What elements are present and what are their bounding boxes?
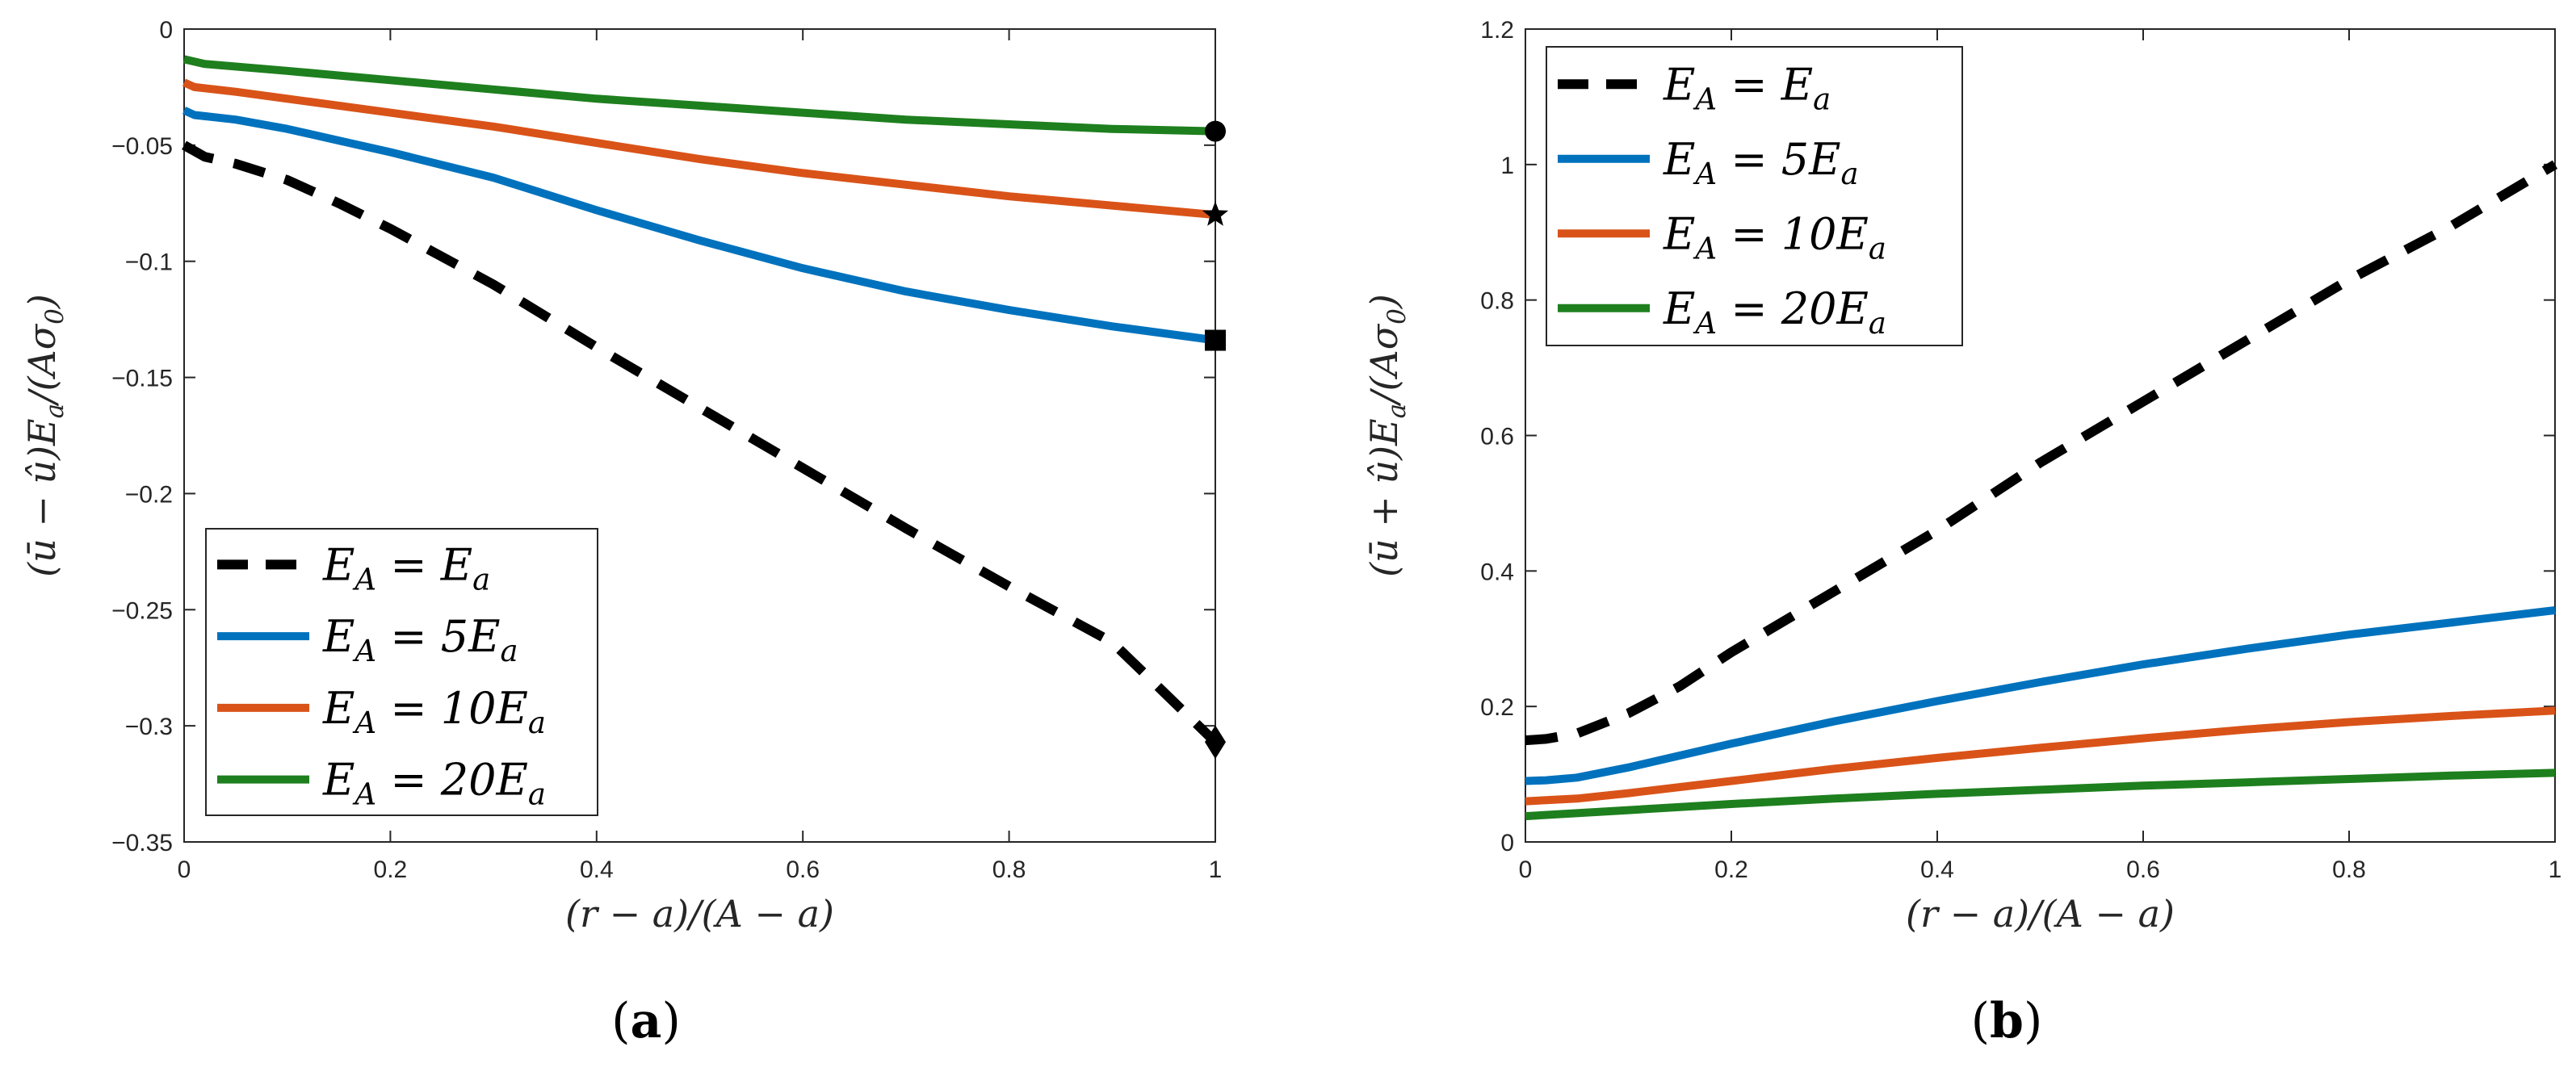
end-marker-square [1205, 329, 1226, 351]
x-tick-label: 1 [2549, 856, 2562, 883]
x-tick-label: 1 [1209, 856, 1223, 883]
legend-label-0: EA​ = Ea​ [322, 539, 490, 597]
x-axis-label: (r − a)/(A − a) [565, 892, 834, 936]
y-tick-label: 0 [159, 17, 173, 44]
series-line-1 [1525, 606, 2556, 785]
legend-box [1546, 46, 1963, 346]
chart-b: 0 0.2 0.4 0.6 0.8 1 0 0.2 0.4 0.6 0.8 1 1.2 (r − a)/(… [1362, 17, 2561, 1049]
series-line-2 [1525, 706, 2556, 806]
y-tick-label: 1 [1500, 153, 1514, 179]
series-line-0 [182, 140, 1219, 746]
x-tick-label: 0.2 [374, 856, 408, 883]
series-line-2 [182, 78, 1216, 220]
y-tick-label: −0.05 [111, 133, 173, 160]
legend-box [205, 528, 598, 816]
x-axis-label: (r − a)/(A − a) [1906, 892, 2175, 936]
y-tick-label: 1.2 [1480, 17, 1514, 44]
series-line-3 [183, 55, 1216, 136]
y-tick-label: 0.6 [1480, 424, 1514, 450]
x-tick-label: 0.4 [580, 856, 614, 883]
x-tick-label: 0 [1519, 856, 1533, 883]
y-tick-label: 0 [1500, 830, 1514, 856]
end-marker-star [1202, 201, 1229, 226]
x-tick-label: 0.4 [1920, 856, 1954, 883]
legend-label-1: EA​ = 5Ea​ [1663, 134, 1859, 191]
series-line-1 [182, 107, 1216, 345]
panel-label: (b) [1971, 993, 2043, 1049]
legend-label-0: EA​ = Ea​ [1663, 59, 1831, 116]
y-tick-label: −0.1 [125, 249, 173, 276]
legend-label-3: EA​ = 20Ea​ [1663, 283, 1886, 341]
y-axis-label: (ū − û)Ea​/(Aσ0​) [20, 294, 69, 577]
panel-label: (a) [611, 993, 681, 1049]
x-tick-label: 0.8 [992, 856, 1026, 883]
series-line-0 [1525, 160, 2558, 746]
y-tick-label: 0.8 [1480, 288, 1514, 315]
y-tick-label: −0.25 [111, 597, 173, 624]
end-marker-diamond [1205, 725, 1226, 760]
x-tick-label: 0.6 [786, 856, 820, 883]
x-tick-label: 0.2 [1714, 856, 1748, 883]
y-tick-label: −0.35 [111, 830, 173, 856]
legend-label-1: EA​ = 5Ea​ [322, 611, 518, 668]
y-tick-label: −0.15 [111, 366, 173, 392]
legend-label-2: EA​ = 10Ea​ [322, 683, 546, 740]
axes-box [183, 28, 1216, 843]
end-marker-circle [1205, 120, 1226, 142]
y-tick-label: −0.3 [125, 714, 173, 740]
x-tick-label: 0 [178, 856, 191, 883]
x-tick-label: 0.8 [2332, 856, 2366, 883]
y-tick-label: 0.4 [1480, 559, 1514, 585]
chart-a: 0 0.2 0.4 0.6 0.8 1 0 −0.05 −0.1 −0.15 −0.2 −0.25 −0… [20, 17, 1229, 1049]
legend-label-2: EA​ = 10Ea​ [1663, 208, 1886, 266]
series-line-3 [1525, 768, 2556, 821]
y-tick-label: −0.2 [125, 481, 173, 508]
x-tick-label: 0.6 [2126, 856, 2160, 883]
y-tick-label: 0.2 [1480, 694, 1514, 721]
y-axis-label: (ū + û)Ea​/(Aσ0​) [1362, 294, 1412, 577]
legend-label-3: EA​ = 20Ea​ [322, 755, 546, 812]
